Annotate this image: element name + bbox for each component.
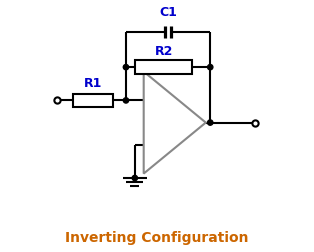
Bar — [73, 94, 113, 107]
Circle shape — [132, 175, 138, 181]
Circle shape — [208, 65, 213, 70]
Bar — [135, 60, 192, 74]
Circle shape — [208, 120, 213, 125]
Text: R2: R2 — [154, 45, 173, 58]
Text: C1: C1 — [159, 7, 177, 19]
Circle shape — [123, 65, 129, 70]
Polygon shape — [144, 72, 206, 174]
Text: Inverting Configuration: Inverting Configuration — [65, 231, 249, 245]
Text: R1: R1 — [84, 77, 102, 90]
Circle shape — [123, 98, 129, 103]
